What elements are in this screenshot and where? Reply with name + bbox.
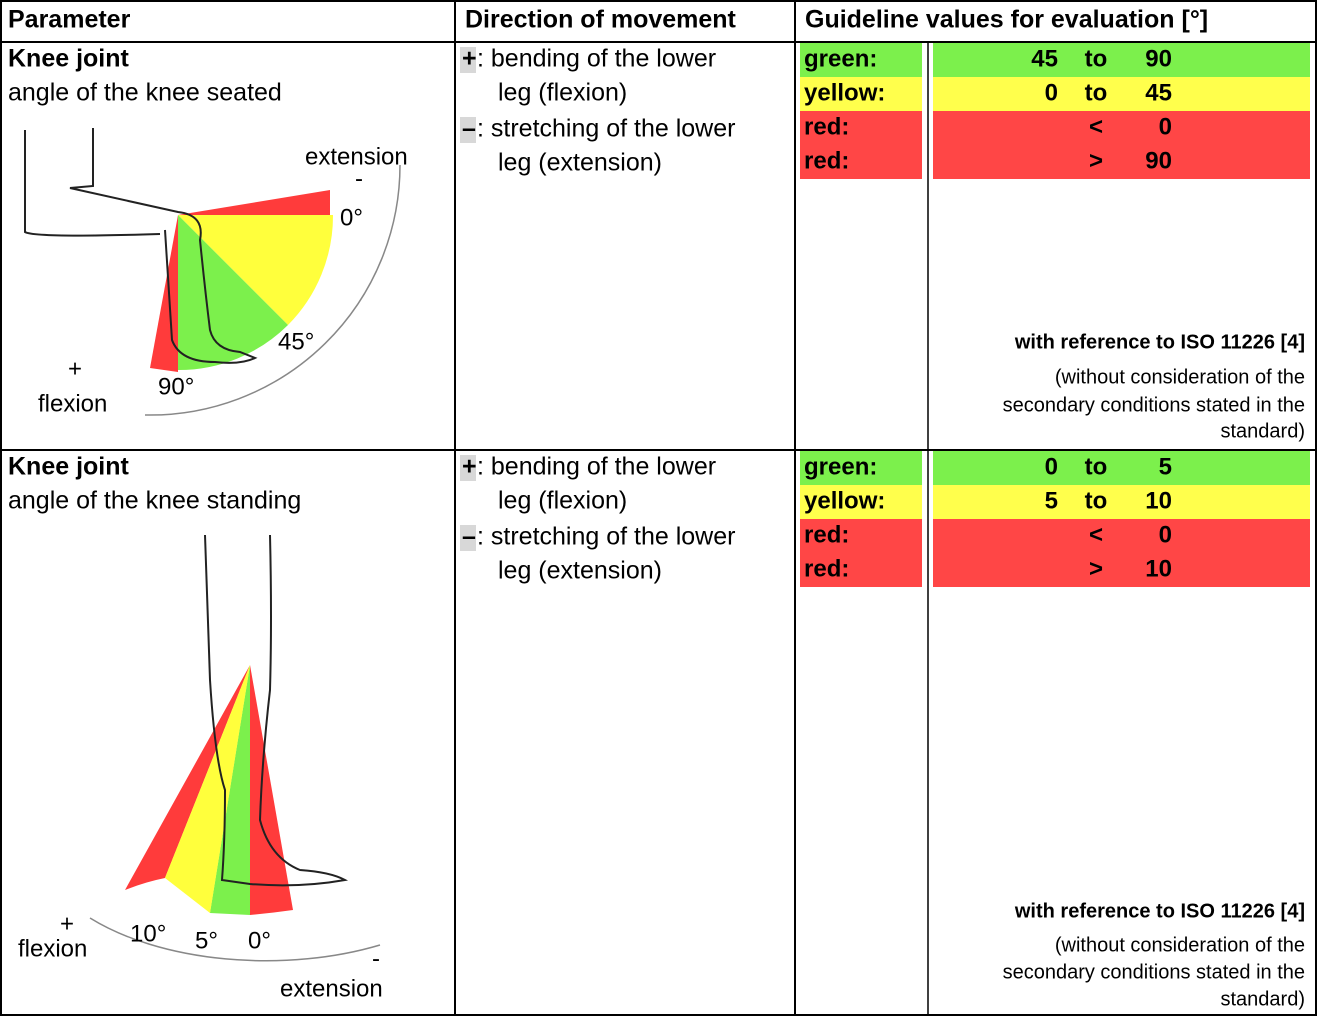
row-title: Knee joint xyxy=(8,453,130,481)
row-subtitle: angle of the knee standing xyxy=(8,487,301,515)
range-value-cell xyxy=(933,43,1310,77)
reference: with reference to ISO 11226 [4] xyxy=(1014,331,1305,353)
range-value-cell xyxy=(933,451,1310,485)
direction-text: : stretching of the lower xyxy=(477,523,735,551)
header-cell: Guideline values for evaluation [°] xyxy=(805,6,1208,34)
direction-sign: + xyxy=(462,453,477,481)
note-line: (without consideration of the xyxy=(1055,934,1305,956)
direction-text: : bending of the lower xyxy=(477,45,716,73)
table: extension - 0° 45° 90° + flexion 10° 5° … xyxy=(0,0,1317,1016)
range-label: yellow: xyxy=(804,79,885,106)
range-from: 0 xyxy=(1045,453,1058,480)
angle-label: 10° xyxy=(130,920,166,947)
range-to: 90 xyxy=(1145,45,1172,72)
range-value-cell xyxy=(933,145,1310,179)
range-to: 5 xyxy=(1159,453,1172,480)
direction-text: leg (extension) xyxy=(498,149,662,177)
range-label: green: xyxy=(804,45,877,72)
range-from: 0 xyxy=(1045,79,1058,106)
direction-sign: – xyxy=(462,115,476,143)
range-op: to xyxy=(1085,453,1108,480)
figure-label: + xyxy=(68,355,82,382)
figure-label: extension xyxy=(280,975,383,1002)
range-label: red: xyxy=(804,113,849,140)
figure-label: - xyxy=(355,165,363,192)
range-label: red: xyxy=(804,555,849,582)
direction-sign: + xyxy=(462,45,477,73)
note-line: (without consideration of the xyxy=(1055,366,1305,388)
angle-label: 0° xyxy=(248,927,271,954)
figure-label: + xyxy=(60,910,74,937)
range-label: red: xyxy=(804,521,849,548)
range-to: 10 xyxy=(1145,555,1172,582)
reference: with reference to ISO 11226 [4] xyxy=(1014,900,1305,922)
range-value-cell xyxy=(933,111,1310,145)
range-op: > xyxy=(1089,147,1103,174)
range-op: to xyxy=(1085,487,1108,514)
range-op: > xyxy=(1089,555,1103,582)
figure-label: flexion xyxy=(38,390,107,417)
direction-sign: – xyxy=(462,523,476,551)
range-to: 90 xyxy=(1145,147,1172,174)
standing-knee-figure: 10° 5° 0° + flexion - extension xyxy=(18,535,383,1002)
direction-text: leg (flexion) xyxy=(498,79,627,107)
range-label: red: xyxy=(804,147,849,174)
row-subtitle: angle of the knee seated xyxy=(8,79,282,107)
range-label: yellow: xyxy=(804,487,885,514)
note-line: standard) xyxy=(1221,420,1306,442)
range-op: to xyxy=(1085,45,1108,72)
note-line: standard) xyxy=(1221,988,1306,1010)
direction-text: leg (extension) xyxy=(498,557,662,585)
range-to: 45 xyxy=(1145,79,1172,106)
direction-text: leg (flexion) xyxy=(498,487,627,515)
range-label: green: xyxy=(804,453,877,480)
angle-label: 5° xyxy=(195,927,218,954)
range-value-cell xyxy=(933,485,1310,519)
figure-label: - xyxy=(372,945,380,972)
range-from: 5 xyxy=(1045,487,1058,514)
seated-knee-figure: extension - 0° 45° 90° + flexion xyxy=(25,128,408,417)
header-cell: Direction of movement xyxy=(465,6,737,34)
range-op: < xyxy=(1089,521,1103,548)
range-value-cell xyxy=(933,553,1310,587)
range-to: 10 xyxy=(1145,487,1172,514)
angle-label: 45° xyxy=(278,328,314,355)
range-value-cell xyxy=(933,77,1310,111)
angle-label: 0° xyxy=(340,204,363,231)
range-from: 45 xyxy=(1031,45,1058,72)
range-op: to xyxy=(1085,79,1108,106)
range-to: 0 xyxy=(1159,521,1172,548)
range-value-cell xyxy=(933,519,1310,553)
figure-label: flexion xyxy=(18,935,87,962)
direction-text: : stretching of the lower xyxy=(477,115,735,143)
range-op: < xyxy=(1089,113,1103,140)
direction-text: : bending of the lower xyxy=(477,453,716,481)
row-title: Knee joint xyxy=(8,45,130,73)
note-line: secondary conditions stated in the xyxy=(1003,961,1305,983)
header-cell: Parameter xyxy=(8,6,131,34)
range-to: 0 xyxy=(1159,113,1172,140)
angle-label: 90° xyxy=(158,373,194,400)
note-line: secondary conditions stated in the xyxy=(1003,394,1305,416)
